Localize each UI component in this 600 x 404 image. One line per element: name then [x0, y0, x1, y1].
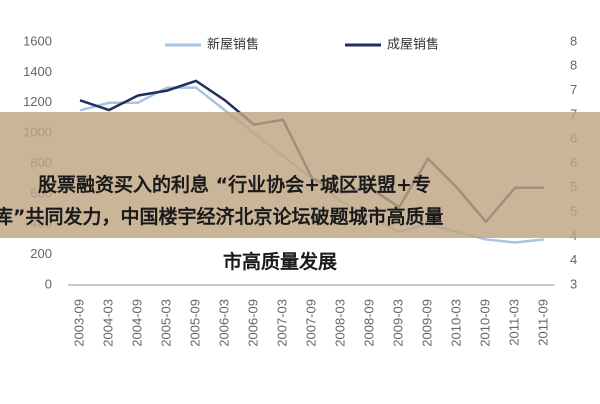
x-tick-label: 2010-03 — [448, 299, 463, 347]
x-tick-label: 2010-09 — [477, 299, 492, 347]
y-tick-label: 1600 — [23, 33, 52, 48]
overlay-text: 股票融资买入的利息 “行业协会+城区联盟+专 — [38, 174, 431, 196]
y-tick-label: 200 — [30, 246, 52, 261]
x-tick-label: 2011-03 — [506, 299, 521, 346]
y2-tick-label: 7 — [570, 82, 577, 97]
y2-tick-label: 8 — [570, 58, 577, 73]
y2-tick-label: 4 — [570, 252, 577, 267]
x-tick-label: 2008-09 — [361, 299, 376, 347]
x-tick-label: 2009-03 — [390, 299, 405, 347]
x-tick-label: 2007-03 — [274, 299, 289, 347]
x-tick-label: 2006-03 — [216, 299, 231, 347]
x-tick-label: 2005-03 — [158, 299, 173, 347]
y2-tick-label: 3 — [570, 276, 577, 291]
y-tick-label: 1400 — [23, 64, 52, 79]
legend-label: 成屋销售 — [387, 37, 439, 53]
y2-tick-label: 8 — [570, 33, 577, 48]
legend-label: 新屋销售 — [207, 37, 259, 53]
y-tick-label: 0 — [45, 276, 52, 291]
overlay-text: 库”共同发力，中国楼宇经济北京论坛破题城市高质量 — [0, 206, 444, 228]
x-tick-label: 2007-09 — [303, 299, 318, 347]
x-tick-label: 2006-09 — [245, 299, 260, 347]
overlay-band — [0, 112, 600, 238]
x-tick-label: 2004-03 — [100, 299, 115, 347]
x-tick-label: 2009-09 — [419, 299, 434, 347]
x-tick-label: 2005-09 — [187, 299, 202, 347]
y-tick-label: 1200 — [23, 94, 52, 109]
overlay-text: 市高质量发展 — [219, 245, 342, 276]
x-tick-label: 2008-03 — [332, 299, 347, 347]
x-tick-label: 2004-09 — [129, 299, 144, 347]
x-tick-label: 2003-09 — [71, 299, 86, 347]
x-tick-label: 2011-09 — [535, 299, 550, 346]
